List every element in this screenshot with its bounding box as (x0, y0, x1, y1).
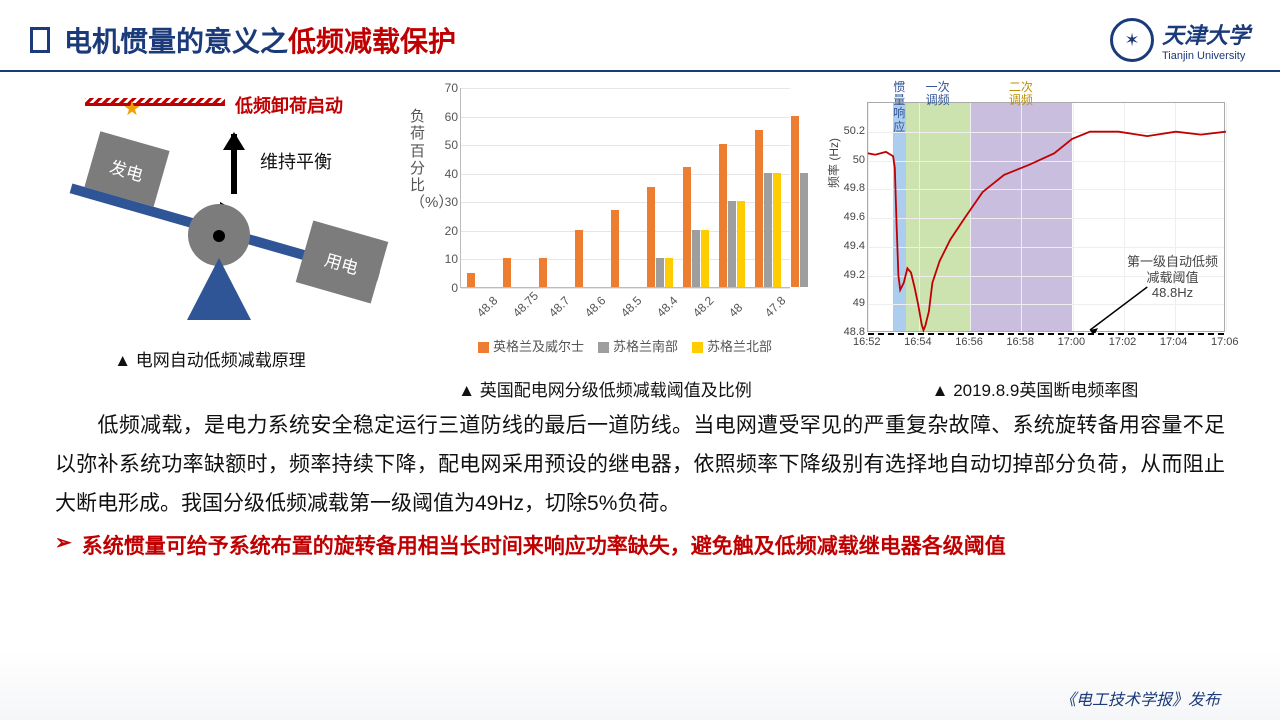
freq-plot-area: 惯量响应一次调频二次调频第一级自动低频减载阈值48.8Hz (867, 102, 1225, 332)
legend-item: 苏格兰南部 (598, 336, 678, 355)
slide-title: 电机惯量的意义之低频减载保护 (64, 20, 456, 60)
panel-barchart: 负荷百分比（%） 48.848.7548.748.648.548.448.248… (410, 78, 800, 401)
chevron-right-icon: ➢ (55, 530, 72, 560)
bar-chart: 负荷百分比（%） 48.848.7548.748.648.548.448.248… (410, 78, 800, 368)
panel-seesaw: ★ 低频卸荷启动 维持平衡 发电 用电 电网自动低频减载原理 (35, 78, 385, 401)
panel3-caption: 2019.8.9英国断电频率图 (932, 376, 1139, 401)
bar-plot-area (460, 88, 790, 288)
bar-xticks: 48.848.7548.748.648.548.448.24847.8 (460, 292, 790, 332)
title-marker (30, 27, 50, 53)
charts-row: ★ 低频卸荷启动 维持平衡 发电 用电 电网自动低频减载原理 负荷百分比（%） … (0, 72, 1280, 401)
university-logo: ✶ 天津大学 Tianjin University (1110, 18, 1250, 62)
legend-item: 英格兰及威尔士 (478, 336, 584, 355)
logo-badge-icon: ✶ (1110, 18, 1154, 62)
bar-legend: 英格兰及威尔士苏格兰南部苏格兰北部 (460, 336, 790, 355)
panel1-caption: 电网自动低频减载原理 (114, 346, 306, 371)
bullet-line: ➢ 系统惯量可给予系统布置的旋转备用相当长时间来响应功率缺失，避免触及低频减载继… (0, 524, 1280, 560)
bar-ylabel: 负荷百分比（%） (410, 108, 428, 212)
footer-credit: 《电工技术学报》发布 (1060, 686, 1220, 710)
seesaw-diagram: ★ 低频卸荷启动 维持平衡 发电 用电 (35, 78, 385, 338)
load-box: 用电 (296, 220, 389, 303)
pivot-triangle (187, 258, 251, 320)
body-paragraph: 低频减载，是电力系统安全稳定运行三道防线的最后一道防线。当电网遭受罕见的严重复杂… (0, 401, 1280, 524)
label-balance: 维持平衡 (260, 148, 332, 174)
hatch-ceiling (85, 98, 225, 106)
bullet-text: 系统惯量可给予系统布置的旋转备用相当长时间来响应功率缺失，避免触及低频减载继电器… (82, 530, 1006, 560)
pivot-dot (213, 230, 225, 242)
arrow-up-icon (231, 134, 237, 194)
slide-header: 电机惯量的意义之低频减载保护 ✶ 天津大学 Tianjin University (0, 0, 1280, 72)
panel-freqchart: 频率 (Hz) 惯量响应一次调频二次调频第一级自动低频减载阈值48.8Hz 48… (825, 78, 1245, 401)
title-highlight: 低频减载保护 (288, 26, 456, 57)
uni-name-en: Tianjin University (1162, 50, 1250, 62)
panel2-caption: 英国配电网分级低频减载阈值及比例 (458, 376, 752, 401)
frequency-chart: 频率 (Hz) 惯量响应一次调频二次调频第一级自动低频减载阈值48.8Hz 48… (825, 78, 1245, 368)
logo-text: 天津大学 Tianjin University (1162, 18, 1250, 62)
label-launch: 低频卸荷启动 (235, 92, 343, 118)
star-icon: ★ (123, 96, 141, 121)
legend-item: 苏格兰北部 (692, 336, 772, 355)
title-base: 电机惯量的意义之 (64, 26, 288, 57)
uni-name-cn: 天津大学 (1162, 18, 1250, 50)
